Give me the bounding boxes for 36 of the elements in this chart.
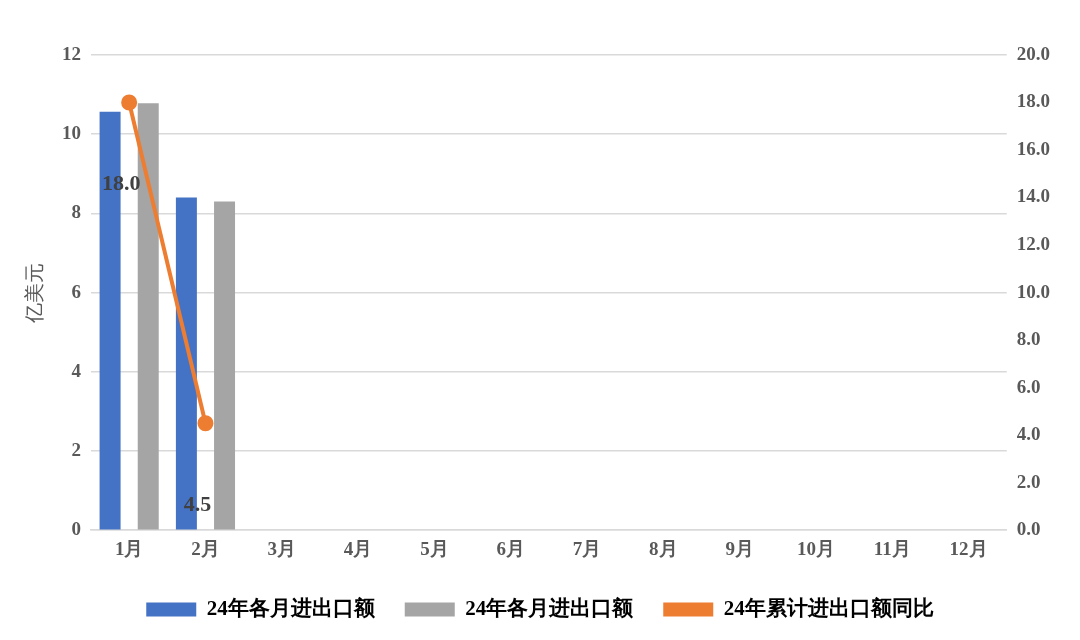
y-tick-label: 4	[71, 359, 82, 381]
x-tick-label: 4月	[343, 537, 373, 559]
y2-tick-label: 20.0	[1016, 42, 1050, 64]
y2-tick-label: 14.0	[1016, 185, 1050, 207]
x-tick-label: 3月	[267, 537, 297, 559]
legend-label: 24年累计进出口额同比	[723, 595, 934, 620]
legend-label: 24年各月进出口额	[465, 595, 635, 620]
data-label: 18.0	[101, 170, 141, 196]
y-tick-label: 10	[62, 122, 81, 144]
bar	[214, 201, 236, 530]
x-tick-label: 1月	[114, 537, 144, 559]
y2-tick-label: 16.0	[1016, 137, 1050, 159]
y2-tick-label: 4.0	[1016, 423, 1041, 445]
y2-tick-label: 18.0	[1016, 90, 1050, 112]
x-tick-label: 7月	[572, 537, 602, 559]
y2-tick-label: 2.0	[1016, 470, 1041, 492]
x-tick-label: 10月	[796, 537, 835, 559]
x-tick-label: 9月	[725, 537, 754, 559]
y2-tick-label: 12.0	[1016, 232, 1050, 254]
y-axis-title: 亿美元	[23, 262, 46, 324]
y2-tick-label: 8.0	[1016, 328, 1041, 350]
y-tick-label: 12	[62, 42, 81, 64]
y2-tick-label: 10.0	[1016, 280, 1050, 302]
x-tick-label: 6月	[496, 537, 525, 559]
x-tick-label: 12月	[949, 537, 988, 559]
legend-label: 24年各月进出口额	[206, 595, 376, 620]
x-tick-label: 11月	[873, 537, 911, 559]
y2-tick-label: 6.0	[1016, 375, 1041, 397]
y-tick-label: 2	[71, 438, 81, 460]
y-tick-label: 8	[71, 201, 81, 223]
x-tick-label: 2月	[191, 537, 220, 559]
x-tick-label: 8月	[649, 537, 678, 559]
y2-tick-label: 0.0	[1016, 518, 1041, 540]
y-tick-label: 0	[71, 518, 81, 540]
y-tick-label: 6	[71, 280, 81, 302]
x-tick-label: 5月	[420, 537, 449, 559]
